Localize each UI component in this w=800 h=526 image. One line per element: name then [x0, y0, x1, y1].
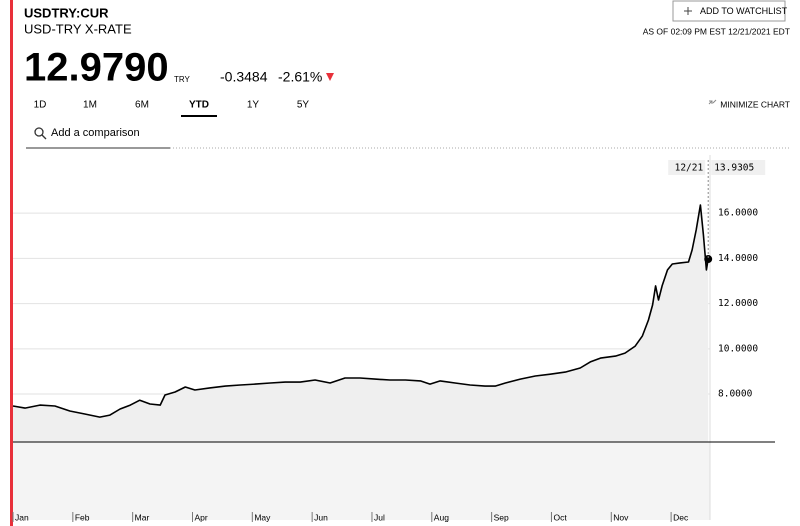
tabs: 1D 1M 6M YTD 1Y 5Y	[34, 100, 310, 117]
search-icon-handle	[41, 134, 47, 140]
accent-bar	[10, 0, 13, 526]
x-tick-label: Jun	[314, 512, 328, 522]
tab[interactable]: 1Y	[247, 100, 260, 111]
minimize-chart[interactable]: MINIMIZE CHART	[720, 99, 790, 109]
area	[13, 205, 709, 442]
crosshair-value: 13.9305	[714, 163, 754, 174]
lower-panel	[13, 442, 710, 520]
minimize-icon[interactable]	[708, 99, 717, 105]
last-point	[704, 255, 713, 264]
tab[interactable]: 5Y	[297, 100, 310, 111]
chart: 8.0000 10.0000 12.0000 14.0000 16.0000 Jan Feb…	[12, 155, 775, 522]
down-arrow	[326, 73, 334, 81]
price-line	[12, 204, 709, 418]
currency: TRY	[174, 75, 191, 84]
x-tick-label: May	[254, 512, 271, 522]
search-input[interactable]: Add a comparison	[51, 127, 140, 139]
instrument-name: USD-TRY X-RATE	[24, 21, 132, 36]
x-tick-label: Feb	[75, 512, 90, 522]
search-icon	[34, 127, 44, 137]
watchlist-button[interactable]: ADD TO WATCHLIST	[672, 0, 788, 22]
y-tick-label: 16.0000	[718, 208, 758, 219]
tab[interactable]: YTD	[189, 100, 209, 111]
tab[interactable]: 6M	[135, 100, 149, 111]
x-tick-label: Jan	[15, 512, 29, 522]
plus-icon	[684, 7, 692, 15]
crosshair-value-box	[711, 160, 766, 175]
x-tick-label: Apr	[194, 512, 207, 522]
button-frame[interactable]	[672, 0, 786, 22]
x-tick-label: Dec	[673, 512, 689, 522]
price: 12.9790	[24, 46, 169, 90]
as-of: AS OF 02:09 PM EST 12/21/2021 EDT	[643, 26, 790, 36]
y-tick-label: 14.0000	[718, 253, 758, 264]
x-tick-label: Jul	[374, 512, 385, 522]
change-percent: -2.61%	[278, 69, 322, 85]
x-tick-label: Oct	[553, 512, 567, 522]
symbol: USDTRY:CUR	[24, 5, 109, 20]
y-tick-label: 10.0000	[718, 343, 758, 354]
x-tick-label: Sep	[494, 512, 509, 522]
y-tick-label: 12.0000	[718, 298, 758, 309]
crosshair-date: 12/21	[675, 163, 704, 174]
x-tick-label: Mar	[135, 512, 150, 522]
tab[interactable]: 1M	[83, 100, 97, 111]
change: -0.3484	[220, 69, 268, 85]
button-label[interactable]: ADD TO WATCHLIST	[700, 6, 788, 16]
y-tick-label: 8.0000	[718, 389, 753, 400]
tab[interactable]: 1D	[34, 100, 47, 111]
x-tick-label: Aug	[434, 512, 449, 522]
x-tick-label: Nov	[613, 512, 629, 522]
crosshair-date-box	[668, 160, 706, 175]
